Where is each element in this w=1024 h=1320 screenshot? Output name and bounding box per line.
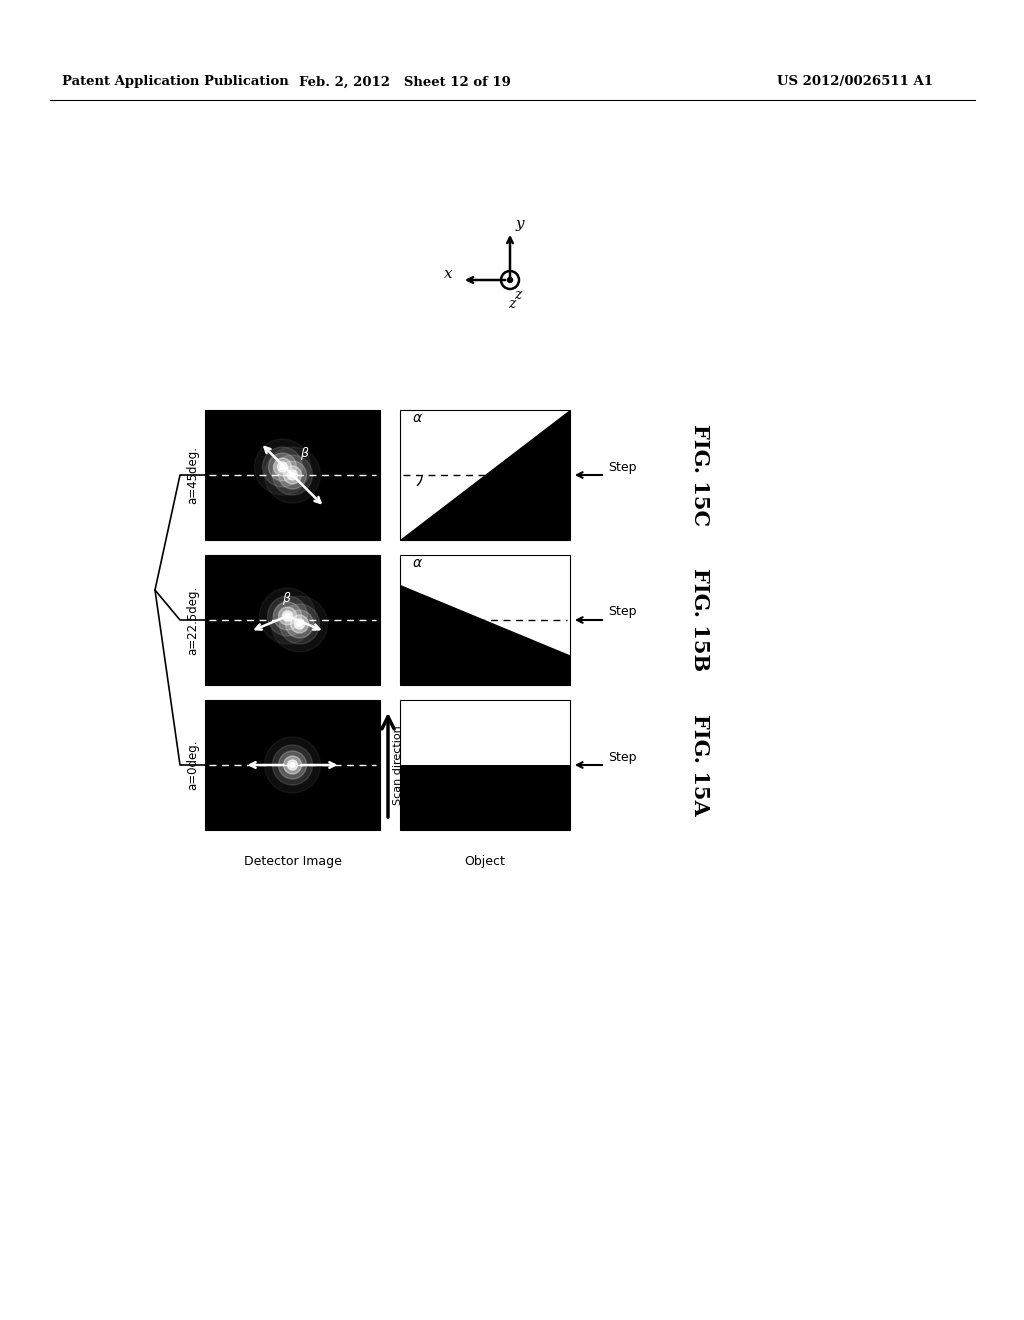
Circle shape	[508, 277, 512, 282]
Circle shape	[279, 461, 306, 488]
Text: $\alpha$: $\alpha$	[412, 411, 423, 425]
Circle shape	[280, 465, 285, 470]
Text: Feb. 2, 2012   Sheet 12 of 19: Feb. 2, 2012 Sheet 12 of 19	[299, 75, 511, 88]
Bar	[205, 700, 380, 830]
Text: Step: Step	[608, 461, 637, 474]
Text: Step: Step	[608, 751, 637, 763]
Text: Scan direction: Scan direction	[393, 725, 403, 805]
Circle shape	[290, 473, 295, 478]
Circle shape	[280, 605, 319, 644]
Circle shape	[267, 597, 307, 636]
Text: FIG. 15A: FIG. 15A	[690, 714, 710, 816]
Circle shape	[286, 610, 313, 638]
Circle shape	[297, 622, 302, 627]
Circle shape	[262, 447, 302, 487]
Polygon shape	[400, 411, 570, 540]
Circle shape	[272, 455, 312, 495]
Circle shape	[279, 751, 306, 779]
Text: $\alpha$: $\alpha$	[412, 556, 423, 570]
Circle shape	[272, 744, 312, 785]
Circle shape	[295, 619, 304, 630]
Bar	[400, 766, 570, 830]
Circle shape	[268, 453, 297, 480]
Circle shape	[284, 466, 301, 484]
Bar	[205, 554, 380, 685]
Bar	[205, 411, 380, 540]
Text: US 2012/0026511 A1: US 2012/0026511 A1	[777, 75, 933, 88]
Circle shape	[290, 763, 295, 767]
Bar	[400, 411, 570, 540]
Text: FIG. 15B: FIG. 15B	[690, 569, 710, 672]
Text: $\beta$: $\beta$	[282, 590, 291, 607]
Text: Object: Object	[465, 855, 506, 869]
Polygon shape	[400, 585, 570, 685]
Circle shape	[284, 756, 301, 774]
Circle shape	[259, 587, 315, 644]
Circle shape	[283, 611, 293, 620]
Text: Step: Step	[608, 606, 637, 619]
Text: a=45deg.: a=45deg.	[186, 446, 199, 504]
Text: z: z	[514, 288, 521, 302]
Bar	[400, 700, 570, 830]
Text: Detector Image: Detector Image	[244, 855, 341, 869]
Circle shape	[288, 760, 298, 770]
Text: FIG. 15C: FIG. 15C	[690, 424, 710, 527]
Circle shape	[273, 602, 301, 630]
Text: z: z	[508, 297, 516, 312]
Circle shape	[291, 615, 308, 634]
Circle shape	[279, 607, 297, 624]
Text: $\beta$: $\beta$	[300, 445, 310, 462]
Circle shape	[271, 597, 328, 652]
Circle shape	[264, 737, 321, 793]
Circle shape	[255, 440, 310, 495]
Circle shape	[278, 462, 288, 473]
Text: a=0deg.: a=0deg.	[186, 739, 199, 791]
Circle shape	[264, 447, 321, 503]
Text: y: y	[516, 216, 524, 231]
Circle shape	[273, 458, 292, 477]
Text: Patent Application Publication: Patent Application Publication	[62, 75, 289, 88]
Circle shape	[288, 470, 298, 480]
Text: x: x	[443, 267, 453, 281]
Text: a=22.5deg.: a=22.5deg.	[186, 585, 199, 655]
Circle shape	[285, 614, 290, 619]
Bar	[400, 554, 570, 685]
